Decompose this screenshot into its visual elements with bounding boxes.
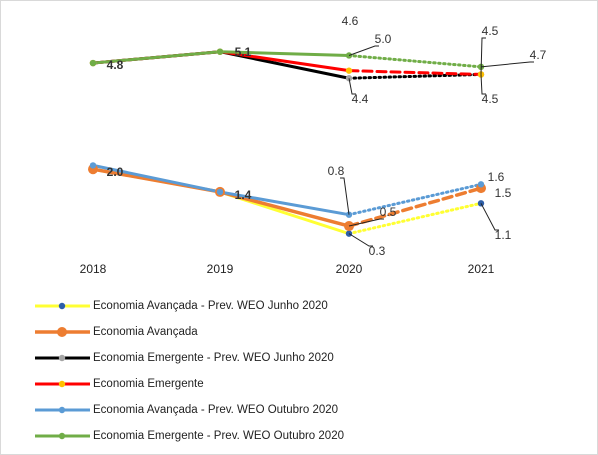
data-label: 5.1 bbox=[235, 45, 252, 59]
legend-marker bbox=[58, 354, 66, 362]
point-marker bbox=[477, 181, 485, 188]
label-leader bbox=[348, 78, 356, 95]
legend-label: Economia Emergente - Prev. WEO Junho 202… bbox=[93, 352, 334, 364]
series-forecast-line bbox=[347, 72, 483, 80]
series-forecast-line bbox=[347, 201, 483, 236]
point-marker bbox=[216, 48, 224, 55]
x-tick-label: 2020 bbox=[336, 262, 363, 276]
data-label: 4.4 bbox=[352, 92, 369, 106]
data-label: 2.0 bbox=[107, 165, 124, 179]
data-label: 1.6 bbox=[488, 170, 505, 184]
series-forecast-line bbox=[347, 53, 483, 69]
series-forecast-line bbox=[347, 69, 483, 76]
label-leader bbox=[480, 37, 486, 75]
point-marker bbox=[89, 162, 97, 169]
data-label: 5.0 bbox=[375, 32, 392, 46]
series-forecast-line bbox=[347, 182, 483, 217]
label-leader bbox=[348, 45, 379, 56]
legend-label: Economia Avançada - Prev. WEO Outubro 20… bbox=[93, 404, 338, 416]
label-leader bbox=[480, 203, 499, 231]
legend-label: Economia Avançada - Prev. WEO Junho 2020 bbox=[93, 300, 328, 312]
data-label: 1.4 bbox=[235, 188, 252, 202]
data-label: 4.5 bbox=[482, 24, 499, 38]
data-label: 0.8 bbox=[328, 164, 345, 178]
data-label: 1.5 bbox=[495, 186, 512, 200]
data-label: 4.6 bbox=[342, 14, 359, 28]
point-marker bbox=[216, 188, 224, 196]
series-forecast-line bbox=[347, 186, 483, 228]
label-leader bbox=[480, 74, 486, 95]
legend-marker bbox=[58, 406, 66, 414]
label-leader bbox=[348, 233, 373, 247]
label-leader bbox=[348, 218, 384, 227]
data-label: 4.5 bbox=[482, 92, 499, 106]
x-tick-label: 2019 bbox=[207, 262, 234, 276]
legend-marker bbox=[58, 380, 66, 388]
point-marker bbox=[345, 67, 353, 74]
x-tick-label: 2018 bbox=[80, 262, 107, 276]
legend-label: Economia Emergente - Prev. WEO Outubro 2… bbox=[93, 430, 344, 442]
point-marker bbox=[89, 59, 97, 67]
legend-marker bbox=[57, 327, 67, 337]
data-label: 0.5 bbox=[380, 205, 397, 219]
data-label: 1.1 bbox=[495, 228, 512, 242]
data-label: 4.8 bbox=[107, 58, 124, 72]
label-leader bbox=[340, 177, 350, 215]
x-tick-label: 2021 bbox=[468, 262, 495, 276]
legend-label: Economia Emergente bbox=[93, 378, 204, 390]
legend-marker bbox=[58, 302, 66, 310]
label-leader bbox=[480, 61, 534, 68]
legend-marker bbox=[58, 432, 66, 440]
legend-label: Economia Avançada bbox=[93, 326, 198, 338]
data-label: 0.3 bbox=[369, 244, 386, 258]
data-label: 4.7 bbox=[530, 48, 547, 62]
